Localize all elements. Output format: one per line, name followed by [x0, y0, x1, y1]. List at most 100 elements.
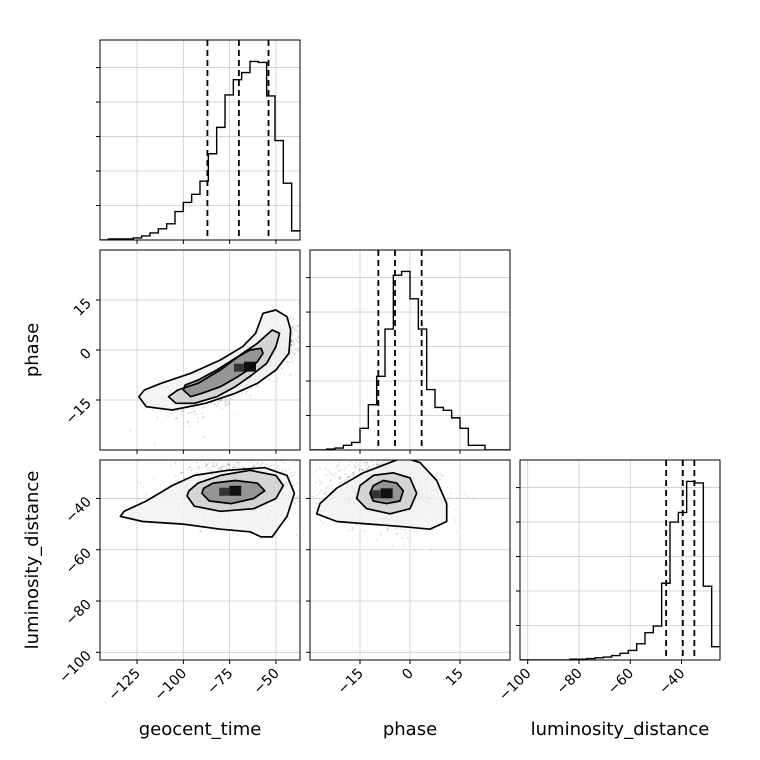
sample-point: [307, 316, 309, 318]
sample-point: [212, 465, 214, 468]
sample-point: [303, 357, 305, 359]
sample-point: [376, 538, 378, 541]
sample-point: [193, 410, 196, 412]
sample-point: [386, 527, 389, 530]
sample-point: [319, 482, 322, 485]
sample-point: [189, 466, 192, 468]
sample-point: [180, 410, 182, 413]
sample-point: [305, 343, 307, 345]
sample-point: [347, 475, 350, 478]
sample-point: [352, 474, 355, 476]
sample-point: [188, 453, 190, 455]
sample-point: [279, 452, 281, 454]
sample-point: [363, 530, 366, 532]
sample-point: [199, 530, 201, 532]
sample-point: [304, 479, 306, 481]
sample-point: [447, 505, 450, 508]
sample-point: [292, 326, 295, 329]
sample-point: [194, 468, 196, 471]
sample-point: [232, 395, 235, 398]
sample-point: [318, 467, 321, 470]
sample-point: [250, 387, 252, 390]
y-axis-label-phase: phase: [22, 323, 43, 377]
sample-point: [325, 486, 328, 489]
sample-point: [179, 413, 182, 415]
pair-panel-geocent_time-luminosity_distance: [96, 452, 309, 664]
sample-point: [307, 501, 309, 503]
sample-point: [207, 404, 210, 407]
sample-point: [226, 402, 229, 405]
sample-point: [253, 464, 256, 467]
sample-point: [413, 548, 415, 551]
sample-point: [301, 338, 303, 340]
sample-point: [409, 457, 411, 459]
sample-point: [439, 478, 442, 481]
sample-point: [330, 480, 332, 482]
sample-point: [324, 467, 327, 470]
sample-point: [320, 489, 322, 492]
sample-point: [207, 468, 209, 471]
sample-point: [228, 403, 231, 406]
sample-point: [405, 532, 408, 534]
sample-point: [368, 466, 370, 468]
sample-point: [196, 472, 199, 474]
sample-point: [293, 502, 296, 505]
sample-point: [169, 412, 172, 415]
sample-point: [381, 456, 383, 458]
sample-point: [187, 467, 190, 469]
sample-point: [328, 470, 331, 473]
sample-point: [303, 502, 305, 504]
y-tick-label: 0: [77, 346, 95, 364]
y-tick-label: 15: [71, 296, 95, 320]
sample-point: [234, 415, 236, 417]
sample-point: [295, 534, 298, 536]
sample-point: [233, 463, 235, 466]
sample-point: [269, 464, 272, 467]
sample-point: [290, 339, 293, 342]
sample-point: [344, 480, 347, 483]
sample-point: [267, 465, 270, 468]
sample-point: [156, 416, 159, 419]
sample-point: [231, 398, 233, 401]
sample-point: [338, 477, 341, 480]
contour-line-0: [201, 479, 266, 505]
sample-point: [255, 385, 258, 387]
sample-point: [224, 404, 227, 407]
sample-point: [180, 471, 183, 474]
sample-point: [352, 472, 355, 475]
sample-point: [295, 460, 298, 463]
sample-point: [260, 537, 263, 540]
y-tick-label: −40: [63, 494, 95, 526]
sample-point: [174, 417, 177, 420]
sample-point: [331, 473, 334, 476]
sample-point: [297, 500, 300, 503]
contour-line-1: [186, 469, 285, 513]
sample-point: [293, 473, 296, 476]
sample-point: [446, 486, 449, 489]
sample-point: [292, 485, 295, 487]
sample-point: [129, 429, 132, 432]
sample-point: [333, 474, 336, 477]
sample-point: [186, 468, 189, 471]
sample-point: [187, 412, 190, 415]
sample-point: [207, 453, 209, 455]
sample-point: [294, 353, 296, 356]
sample-point: [167, 415, 170, 418]
sample-point: [247, 462, 249, 464]
sample-point: [198, 466, 201, 469]
sample-point: [365, 464, 367, 466]
sample-point: [440, 474, 443, 477]
sample-point: [290, 507, 293, 509]
sample-point: [280, 366, 283, 369]
histogram-geocent_time: [100, 60, 300, 240]
sample-point: [361, 468, 363, 471]
sample-point: [453, 517, 456, 520]
sample-point: [349, 475, 352, 477]
sample-point: [225, 404, 227, 406]
sample-point: [327, 485, 330, 488]
sample-point: [213, 465, 215, 468]
sample-point: [396, 454, 398, 456]
sample-point: [401, 537, 404, 540]
sample-point: [200, 460, 203, 462]
sample-point: [322, 522, 325, 525]
